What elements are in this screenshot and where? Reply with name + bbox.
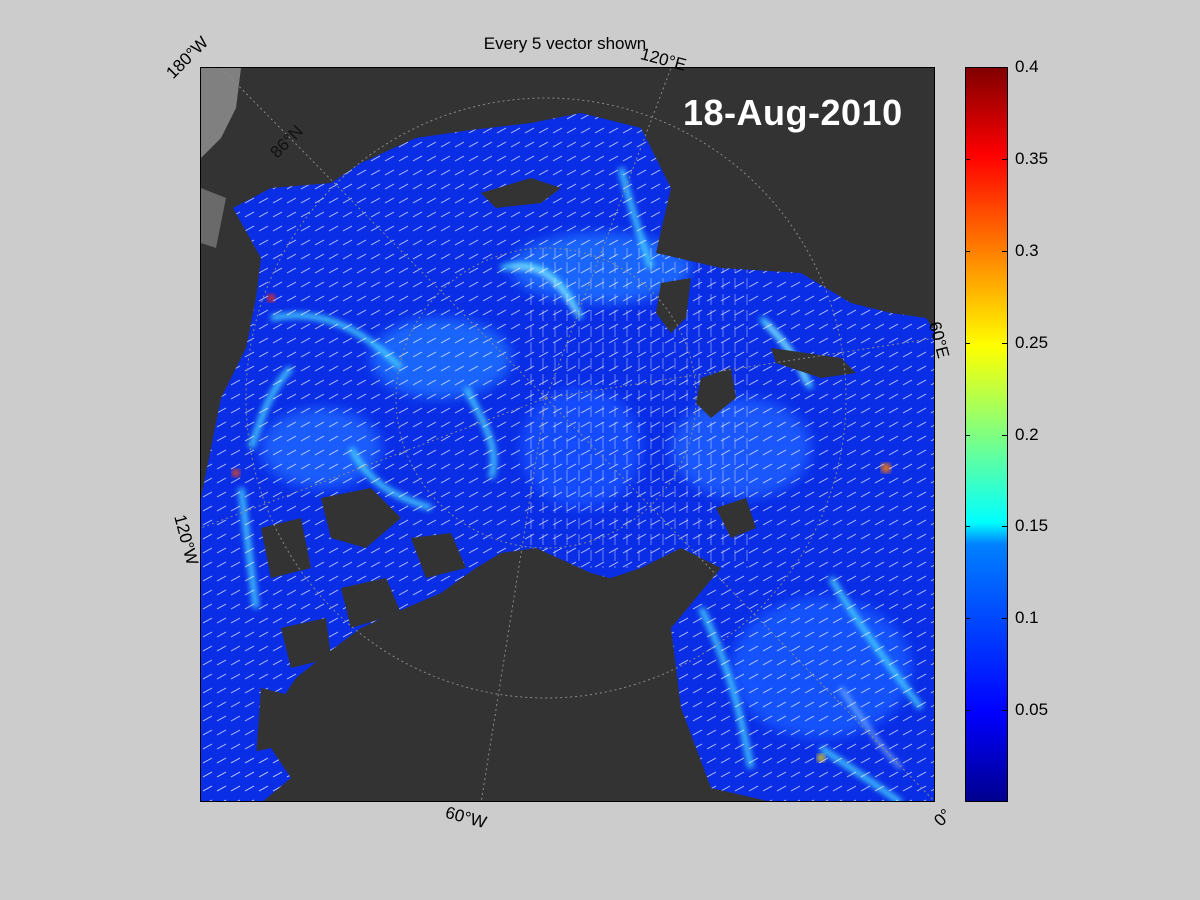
date-stamp: 18-Aug-2010	[683, 92, 903, 133]
lon-label-0: 0°	[930, 805, 956, 831]
islands	[481, 178, 856, 538]
land-shade	[201, 188, 226, 248]
colorbar-tick-label: 0.25	[1015, 332, 1049, 352]
colorbar-tick-mark	[1002, 67, 1007, 68]
colorbar	[965, 67, 1008, 802]
archipelago	[256, 488, 481, 788]
colorbar-tick-mark	[1002, 250, 1007, 252]
colorbar-tick-mark	[1002, 434, 1007, 436]
colorbar-tick-label: 0.3	[1015, 240, 1039, 260]
colorbar-tick-mark	[965, 342, 970, 344]
lon-label-120w: 120°W	[170, 512, 202, 568]
colorbar-tick-mark	[965, 434, 970, 436]
colorbar-tick-mark	[965, 526, 970, 528]
vectors-baffin	[201, 748, 291, 801]
colorbar-tick-mark	[965, 618, 970, 620]
ice-drift-map	[201, 68, 934, 801]
colorbar-tick-label: 0.4	[1015, 57, 1039, 76]
colorbar-tick-label: 0.05	[1015, 700, 1049, 720]
land-shade	[201, 68, 241, 158]
colorbar-tick-mark	[965, 158, 970, 160]
greenland-landmass	[481, 548, 721, 801]
colorbar-tick-label: 0.1	[1015, 608, 1039, 628]
colorbar-tick-mark	[1002, 342, 1007, 344]
colorbar-tick-mark	[965, 67, 970, 68]
map-title: Every 5 vector shown	[483, 34, 647, 53]
colorbar-tick-mark	[1002, 710, 1007, 712]
colorbar-tick-mark	[1002, 526, 1007, 528]
colorbar-tick-label: 0.15	[1015, 516, 1049, 536]
colorbar-tick-mark	[1002, 158, 1007, 160]
colorbar-tick-mark	[1002, 618, 1007, 620]
colorbar-tick-mark	[965, 250, 970, 252]
colorbar-tick-label: 0.2	[1015, 424, 1039, 444]
graticule	[201, 68, 934, 801]
map-panel[interactable]	[200, 67, 935, 802]
colorbar-tick-label: 0.35	[1015, 148, 1049, 168]
lon-label-60w: 60°W	[443, 802, 489, 833]
colorbar-tick-mark	[965, 710, 970, 712]
